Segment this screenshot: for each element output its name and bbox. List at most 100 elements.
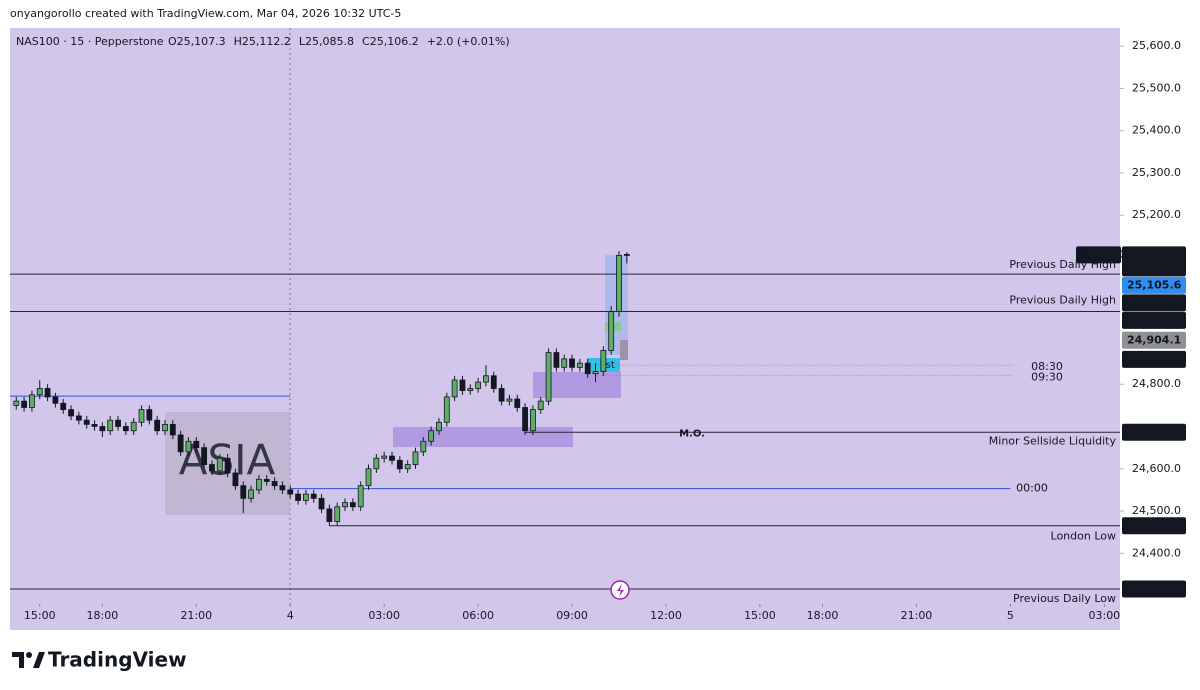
candle-body <box>443 396 450 423</box>
candle-body <box>561 358 568 368</box>
candle-body <box>592 371 599 375</box>
y-tick-label: 25,500.0 <box>1132 81 1181 94</box>
price-tag <box>1122 331 1186 349</box>
first-label: 1st <box>599 360 615 371</box>
price-tag-label: 25,060.7 <box>1127 296 1181 309</box>
candle-body <box>318 497 325 510</box>
candle-body <box>224 457 231 474</box>
price-tag <box>1122 311 1186 329</box>
candle-body <box>381 455 388 459</box>
candle-body <box>240 485 247 499</box>
x-tick-label: 09:00 <box>556 609 588 622</box>
plot-background <box>10 28 1120 630</box>
price-tag-label: 24,904.1 <box>1127 333 1181 346</box>
x-tick-label: 12:00 <box>650 609 682 622</box>
candle-body <box>342 502 348 508</box>
price-tag-label: 24,972.2 <box>1127 313 1181 326</box>
candle-body <box>506 398 513 402</box>
candle-body <box>334 506 341 522</box>
price-tag <box>1122 276 1186 294</box>
candle-body <box>29 394 35 408</box>
y-tick-label: 24,500.0 <box>1132 504 1181 517</box>
x-tick-label: 15:00 <box>24 609 56 622</box>
candle-body <box>232 472 239 487</box>
candle-body <box>365 468 372 487</box>
candle-body <box>483 375 489 383</box>
x-tick-label: 18:00 <box>807 609 839 622</box>
candle-body <box>467 388 474 391</box>
x-tick-label: 5 <box>1007 609 1014 622</box>
ohlc-value: C25,106.2 <box>362 35 419 48</box>
price-tag-label: 24,686.4 <box>1127 425 1182 438</box>
candle-body <box>490 375 497 389</box>
zone <box>393 427 573 447</box>
price-tag <box>1122 246 1186 277</box>
candle-body <box>404 464 411 470</box>
y-tick-label: 24,600.0 <box>1132 462 1181 475</box>
candle-body <box>498 388 505 402</box>
candle-body <box>13 400 20 406</box>
candle-body <box>357 485 364 508</box>
price-tag <box>1122 580 1186 598</box>
candle-body <box>256 478 262 491</box>
candle-body <box>412 451 419 465</box>
zone <box>620 340 628 360</box>
x-tick-label: 18:00 <box>87 609 119 622</box>
y-tick-label: 25,600.0 <box>1132 39 1181 52</box>
candle-body <box>169 423 176 436</box>
x-tick-label: 06:00 <box>462 609 494 622</box>
x-tick-label: 4 <box>287 609 294 622</box>
price-tag <box>1122 517 1186 535</box>
candle-body <box>75 415 82 421</box>
logo-mark <box>33 652 45 668</box>
price-tag-label: 24,315.6 <box>1127 582 1182 595</box>
candle-body <box>428 430 435 442</box>
candle-body <box>295 493 301 501</box>
candle-body <box>248 489 255 499</box>
candle-body <box>600 350 607 372</box>
logo-mark <box>26 652 32 658</box>
y-tick-label: 25,400.0 <box>1132 124 1181 137</box>
x-tick-label: 03:00 <box>1088 609 1120 622</box>
ohlc-value: H25,112.2 <box>234 35 291 48</box>
candle-body <box>373 457 380 470</box>
symbol-tag <box>1076 246 1121 264</box>
candle-body <box>576 362 583 368</box>
candle-body <box>530 409 536 432</box>
candle-body <box>623 253 630 256</box>
candle-body <box>389 455 395 461</box>
candle-body <box>310 493 317 499</box>
candle-body <box>569 358 575 368</box>
candle-body <box>279 485 286 491</box>
price-tag <box>1122 294 1186 312</box>
price-tag-label: 24,858.8 <box>1127 352 1181 365</box>
candle-body <box>154 419 161 432</box>
price-tag-label: 24,465.2 <box>1127 519 1181 532</box>
candle-body <box>584 362 591 375</box>
y-tick-label: 25,200.0 <box>1132 208 1181 221</box>
price-tag-label: 25,105.6 <box>1127 278 1182 291</box>
candle-body <box>349 502 356 508</box>
candle-body <box>553 352 560 368</box>
candle-body <box>60 402 67 411</box>
candle-body <box>396 459 403 470</box>
logo-mark <box>12 652 24 668</box>
candle-body <box>209 464 215 472</box>
x-tick-label: 21:00 <box>180 609 212 622</box>
candle-body <box>83 419 90 425</box>
countdown: 13:00 <box>1127 262 1159 275</box>
candle-body <box>216 457 223 472</box>
candle-body <box>420 440 427 453</box>
candle-body <box>263 478 270 482</box>
x-tick-label: 03:00 <box>368 609 400 622</box>
mo-label: M.O. <box>679 428 705 439</box>
symbol-tag-label: NAS100 <box>1080 248 1124 261</box>
x-tick-label: 15:00 <box>744 609 776 622</box>
level-label: Previous Daily Low <box>1013 592 1116 605</box>
level-label: Minor Sellside Liquidity <box>989 434 1117 447</box>
candle-body <box>52 396 59 404</box>
candle-body <box>122 426 129 432</box>
candle-body <box>193 440 200 449</box>
candle-body <box>130 421 137 432</box>
